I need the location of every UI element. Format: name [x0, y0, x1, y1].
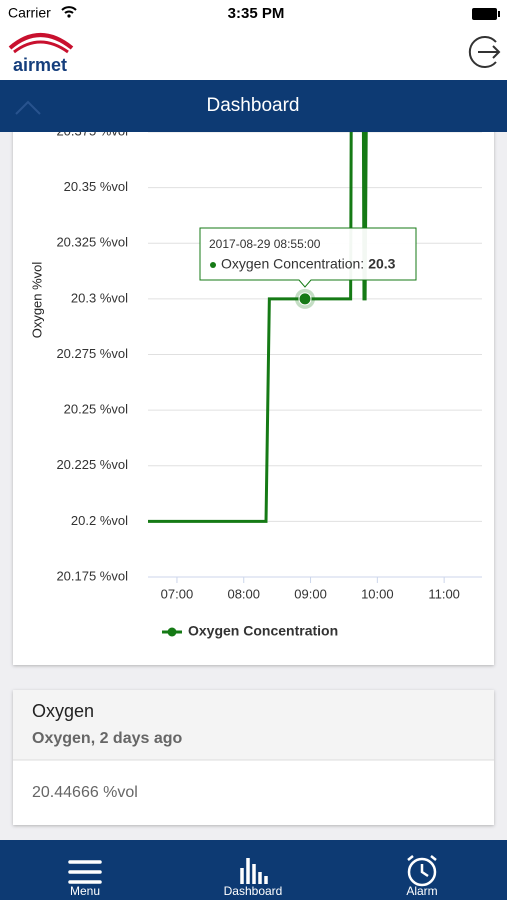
x-tick-label: 09:00 [294, 586, 327, 601]
x-tick-label: 11:00 [428, 586, 460, 601]
logo-arc [13, 40, 69, 54]
tooltip-box [199, 227, 417, 288]
y-tick-label: 20.2 %vol [71, 513, 128, 528]
tooltip-value: 20.3 [368, 256, 395, 272]
tab-label: Menu [70, 884, 100, 898]
tab-label: Dashboard [224, 884, 283, 898]
card-title: Oxygen [32, 701, 94, 721]
card-reading: 20.44666 %vol [32, 784, 138, 801]
collapse-icon[interactable] [15, 100, 41, 115]
x-tick-label: 10:00 [361, 586, 394, 601]
clock: 3:35 PM [228, 5, 285, 22]
hover-point [298, 292, 312, 306]
legend-label: Oxygen Concentration [188, 623, 338, 639]
logo-text: airmet [13, 55, 67, 75]
tab-dashboard[interactable]: Dashboard [224, 858, 283, 898]
y-tick-label: 20.225 %vol [56, 457, 128, 472]
alarm-hands [407, 855, 437, 878]
logo-arc [8, 33, 74, 50]
y-axis-title: Oxygen %vol [29, 262, 44, 339]
plot-area [148, 132, 368, 523]
data-line [148, 132, 368, 523]
legend-marker [167, 627, 177, 637]
card-header [13, 690, 494, 760]
chart-card [13, 120, 494, 665]
header-title: Dashboard [207, 95, 300, 116]
sensor-card[interactable]: Oxygen Oxygen, 2 days ago 20.44666 %vol [13, 690, 494, 825]
y-tick-label: 20.275 %vol [56, 346, 128, 361]
card-subtitle: Oxygen, 2 days ago [32, 730, 183, 747]
logout-arrow [478, 45, 501, 59]
y-tick-label: 20.25 %vol [64, 402, 128, 417]
chart: 20.175 %vol 20.2 %vol 20.225 %vol 20.25 %vo… [29, 123, 482, 639]
tooltip-label: Oxygen Concentration: [221, 256, 364, 272]
tab-label: Alarm [406, 884, 437, 898]
wifi-icon [61, 6, 77, 14]
dashboard-icon [240, 858, 268, 884]
x-tick-label: 08:00 [227, 586, 260, 601]
nav-header [0, 80, 507, 132]
menu-icon [68, 860, 102, 884]
tab-menu[interactable]: Menu [68, 860, 102, 898]
x-tick-label: 07:00 [161, 586, 194, 601]
logout-icon [468, 36, 497, 68]
y-tick-label: 20.175 %vol [56, 568, 128, 583]
wifi-dot [67, 14, 71, 18]
battery-icon [472, 8, 497, 20]
y-tick-label: 20.35 %vol [64, 179, 128, 194]
logout-button[interactable] [468, 36, 501, 68]
battery-tip [498, 11, 500, 17]
carrier: Carrier [8, 5, 51, 21]
tooltip-date: 2017-08-29 08:55:00 [209, 237, 321, 251]
tooltip-bullet [210, 262, 216, 268]
y-tick-label: 20.325 %vol [56, 235, 128, 250]
tab-alarm[interactable]: Alarm [406, 855, 438, 898]
alarm-icon [407, 857, 437, 887]
y-tick-label: 20.3 %vol [71, 290, 128, 305]
top-area [0, 0, 507, 80]
